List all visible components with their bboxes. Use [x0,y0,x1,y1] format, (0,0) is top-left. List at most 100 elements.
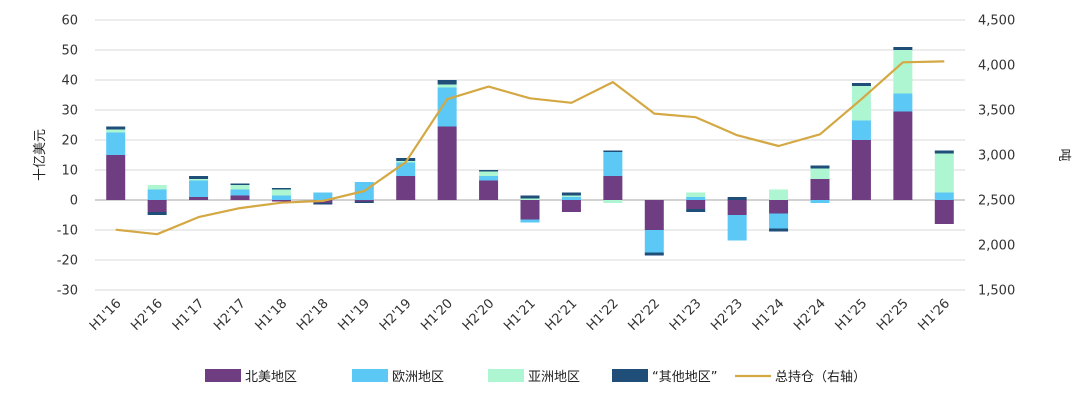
x-tick-label: H2'23 [708,296,746,334]
left-tick-label: 50 [61,44,78,59]
left-tick-label: 0 [70,194,78,209]
gridlines [95,19,965,291]
legend-label: “其他地区” [652,370,717,385]
bar-segment [810,165,830,169]
bar-segment [106,155,126,200]
bar-segment [479,170,499,172]
bar-segment [437,84,457,88]
right-tick-label: 2,500 [978,194,1015,209]
bar-segment [644,252,664,256]
legend: 北美地区 欧洲地区 亚洲地区 “其他地区” 总持仓（右轴） [205,369,866,385]
bar-segment [851,120,871,140]
left-tick-label: -10 [57,224,78,239]
legend-label: 亚洲地区 [528,370,580,385]
x-axis-ticks: H1'16 H2'16 H1'17 H2'17 H1'18 H2'18 H1'19 H2'19… [87,296,953,334]
bar-segment [189,180,209,197]
legend-label: 欧洲地区 [392,370,444,385]
bar-segment [893,93,913,112]
left-tick-label: 30 [61,104,78,119]
left-axis-ticks: 60 50 40 30 20 10 0 -10 -20 -30 [57,14,78,299]
bar-segment [230,189,250,196]
bar-segment [189,179,209,181]
bar-segment [769,200,789,214]
bar-segment [437,80,457,85]
x-tick-label: H1'21 [501,296,539,334]
x-tick-label: H2'19 [377,296,415,334]
bar-segment [230,195,250,200]
x-tick-label: H1'25 [833,296,871,334]
bar-segment [271,200,291,202]
bar-segment [147,185,167,190]
bar-segment [851,86,871,121]
bar-segment [396,158,416,161]
bar-segment [893,111,913,200]
bar-segment [769,213,789,229]
bar-segment [479,176,499,181]
bar-segment [354,200,374,202]
bar-segment [727,200,747,215]
left-tick-label: -20 [57,254,78,269]
bar-segment [686,209,706,212]
bar-segment [603,152,623,176]
bar-segment [106,126,126,130]
bar-segment [106,132,126,155]
bar-segment [189,176,209,179]
bar-segment [189,197,209,200]
legend-swatch [205,369,241,382]
bar-segment [520,200,540,220]
bar-segment [893,47,913,50]
x-tick-label: H1'23 [667,296,705,334]
x-tick-label: H1'22 [584,296,622,334]
bar-segment [396,162,416,176]
left-tick-label: 40 [61,74,78,89]
x-tick-label: H1'24 [750,296,788,334]
bar-segment [686,192,706,197]
bar-segment [727,215,747,241]
bar-segment [561,195,581,197]
bar-segment [893,50,913,94]
bar-segment [603,200,623,203]
bar-segment [561,197,581,200]
bar-segment [810,200,830,203]
bar-segment [851,83,871,86]
bar-segment [934,150,954,154]
right-tick-label: 3,000 [978,149,1015,164]
x-tick-label: H1'19 [336,296,374,334]
x-tick-label: H2'21 [543,296,581,334]
x-tick-label: H1'18 [253,296,291,334]
x-tick-label: H1'17 [170,296,208,334]
bar-segment [271,195,291,200]
bar-segment [147,200,167,212]
bar-segment [396,176,416,200]
bar-segment [147,212,167,215]
left-tick-label: 60 [61,14,78,29]
total-holdings-line-path [115,60,945,236]
bar-segment [437,126,457,200]
bar-segment [851,140,871,200]
right-axis-title: 吨 [1056,148,1071,161]
bar-segment [810,179,830,200]
bar-segment [561,192,581,196]
bar-segment [230,183,250,185]
bar-segment [934,200,954,224]
bar-segment [520,198,540,200]
right-tick-label: 3,500 [978,104,1015,119]
bar-segment [603,150,623,152]
x-tick-label: H1'20 [418,296,456,334]
bar-segment [644,200,664,230]
bar-segment [271,188,291,190]
bar-segment [230,185,250,190]
left-tick-label: 10 [61,164,78,179]
bar-segment [727,197,747,200]
bar-segment [271,189,291,196]
legend-swatch [612,369,648,382]
bar-segment [354,201,374,203]
bar-segment [520,195,540,199]
legend-label: 总持仓（右轴） [775,370,866,385]
bar-segment [686,197,706,200]
bar-segment [520,219,540,223]
bar-segment [106,129,126,133]
x-tick-label: H2'16 [128,296,166,334]
bar-segment [644,230,664,253]
right-axis-ticks: 4,500 4,000 3,500 3,000 2,500 2,000 1,500 [978,14,1015,299]
